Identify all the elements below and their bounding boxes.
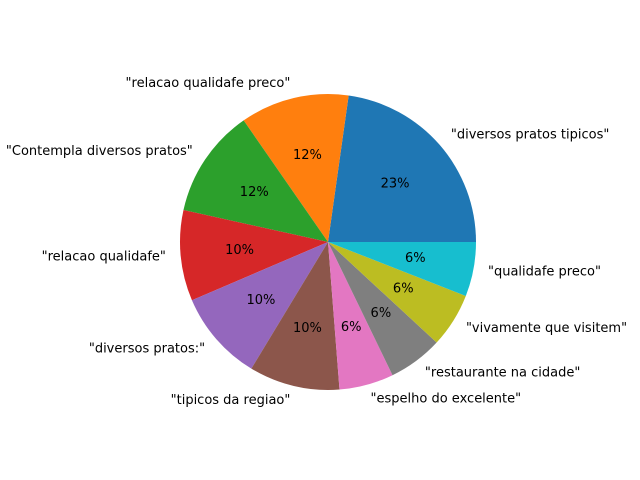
slice-category-label: "tipicos da regiao" (171, 393, 291, 408)
slice-percent-label: 10% (225, 243, 254, 258)
pie-slice-1 (328, 95, 476, 242)
slice-category-label: "espelho do excelente" (371, 392, 522, 407)
slice-percent-label: 23% (381, 176, 410, 191)
slice-percent-label: 12% (293, 148, 322, 163)
slice-percent-label: 6% (341, 320, 362, 335)
slice-percent-label: 6% (405, 251, 426, 266)
slice-percent-label: 12% (240, 185, 269, 200)
slice-percent-label: 10% (247, 293, 276, 308)
slice-category-label: "restaurante na cidade" (425, 365, 580, 380)
slice-category-label: "relacao qualidafe preco" (126, 76, 291, 91)
slice-category-label: "vivamente que visitem" (466, 321, 627, 336)
slice-category-label: "relacao qualidafe" (42, 250, 166, 265)
slice-percent-label: 6% (393, 282, 414, 297)
slice-category-label: "diversos pratos:" (89, 341, 205, 356)
slice-percent-label: 6% (371, 306, 392, 321)
slice-category-label: "Contempla diversos pratos" (6, 144, 193, 159)
slice-percent-label: 10% (293, 321, 322, 336)
slice-category-label: "qualidafe preco" (488, 265, 601, 280)
slice-category-label: "diversos pratos tipicos" (451, 128, 609, 143)
